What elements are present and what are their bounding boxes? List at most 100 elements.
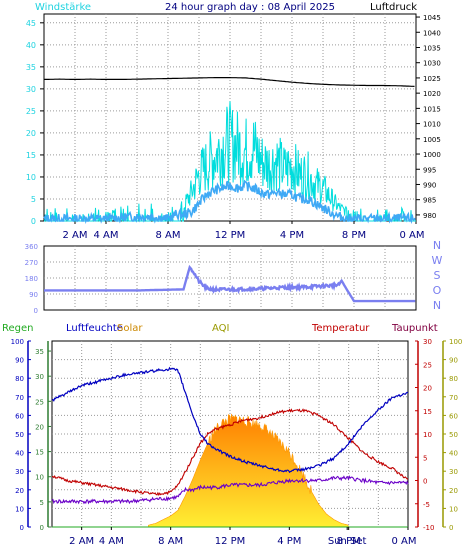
temperature-tick-label: 20 <box>423 385 432 393</box>
y-tick-label: 360 <box>25 243 38 251</box>
panel-temperature-humidity: 010203040506070809010005101520253035-10-… <box>2 323 462 547</box>
y-tick-label: 5 <box>31 195 36 204</box>
y-tick-label: 1040 <box>423 29 441 37</box>
temperature-tick-label: 15 <box>423 408 432 416</box>
legend: Regen Luftfeuchte Solar AQI Temperatur T… <box>2 323 438 334</box>
legend-luftfeuchte: Luftfeuchte <box>66 323 123 334</box>
series-direction <box>44 264 416 303</box>
humidity-tick-label: 20 <box>15 487 24 495</box>
aqi-tick-label: 90 <box>449 357 458 365</box>
aqi-tick-label: 40 <box>449 450 458 458</box>
temperature-tick-label: -10 <box>423 524 434 532</box>
compass-label: S <box>434 269 441 282</box>
y-tick-label: 30 <box>26 85 36 94</box>
compass-label: N <box>433 239 441 252</box>
y-tick-label: 0 <box>31 217 36 226</box>
x-tick-label: 2 AM <box>69 536 94 547</box>
aqi-tick-label: 20 <box>449 487 458 495</box>
series-pressure-line <box>44 77 415 87</box>
x-tick-label: 12 PM <box>215 230 246 241</box>
aqi-tick-label: 50 <box>449 431 458 439</box>
y-tick-label: 35 <box>26 63 36 72</box>
humidity-tick-label: 70 <box>15 394 24 402</box>
legend-solar: Solar <box>117 323 143 334</box>
x-tick-label: 8 PM <box>337 536 361 547</box>
y-ticks-direction: 0 90 180 270 360 <box>25 243 38 315</box>
x-tick-label: Sun Set <box>328 536 367 547</box>
series-solar-area <box>148 413 350 528</box>
chart-title: 24 hour graph day : 08 April 2025 <box>165 2 335 13</box>
y-tick-label: 0 <box>34 307 38 315</box>
x-tick-label: 12 PM <box>215 536 246 547</box>
temperature-tick-label: 25 <box>423 361 432 369</box>
rain-tick-label: 25 <box>35 398 44 406</box>
humidity-tick-label: 50 <box>15 431 24 439</box>
aqi-tick-label: 0 <box>449 524 453 532</box>
y-tick-label: 1035 <box>423 44 441 52</box>
compass-label: N <box>433 299 441 312</box>
y-tick-label: 15 <box>26 151 36 160</box>
y-tick-label: 25 <box>26 107 36 116</box>
rain-tick-label: 35 <box>35 348 44 356</box>
y-tick-label: 1020 <box>423 90 441 98</box>
x-tick-label: 0 AM <box>399 230 424 241</box>
compass-label: O <box>433 284 442 297</box>
y-tick-label: 990 <box>423 181 436 189</box>
y-left-label-wind: Windstärke <box>35 2 91 13</box>
compass-label: W <box>432 254 443 267</box>
humidity-tick-label: 40 <box>15 450 24 458</box>
series-wind <box>43 77 416 225</box>
rain-tick-label: 5 <box>40 499 44 507</box>
humidity-tick-label: 60 <box>15 412 24 420</box>
aqi-tick-label: 100 <box>449 338 462 346</box>
y-tick-label: 1015 <box>423 105 441 113</box>
y-tick-label: 40 <box>26 41 36 50</box>
y-tick-label: 1030 <box>423 60 441 68</box>
x-tick-label: 4 AM <box>93 230 118 241</box>
temperature-tick-label: 0 <box>423 478 427 486</box>
y-tick-label: 20 <box>26 129 36 138</box>
humidity-tick-label: 30 <box>15 468 24 476</box>
grid-wind <box>44 14 416 221</box>
humidity-tick-label: 10 <box>15 505 24 513</box>
y-tick-label: 1025 <box>423 75 441 83</box>
series-temperature-line <box>52 408 409 497</box>
legend-regen: Regen <box>2 323 34 334</box>
y-tick-label: 1005 <box>423 136 441 144</box>
rain-tick-label: 30 <box>35 373 44 381</box>
y-tick-label: 1045 <box>423 14 441 22</box>
x-tick-label: 8 AM <box>155 230 180 241</box>
aqi-tick-label: 10 <box>449 505 458 513</box>
y-tick-label: 90 <box>29 291 38 299</box>
rain-tick-label: 20 <box>35 423 44 431</box>
legend-taupunkt: Taupunkt <box>391 323 438 334</box>
x-tick-label: 0 AM <box>391 536 416 547</box>
y-tick-label: 1000 <box>423 151 441 159</box>
series-climate <box>51 366 409 528</box>
y-tick-label: 1010 <box>423 121 441 129</box>
y-tick-label: 985 <box>423 197 436 205</box>
aqi-tick-label: 60 <box>449 412 458 420</box>
axes-climate: 010203040506070809010005101520253035-10-… <box>11 338 463 532</box>
temperature-tick-label: 10 <box>423 431 432 439</box>
x-tick-label: 4 PM <box>277 536 301 547</box>
humidity-tick-label: 0 <box>20 524 24 532</box>
temperature-tick-label: 5 <box>423 454 427 462</box>
humidity-tick-label: 100 <box>11 338 24 346</box>
y-right-ticks-pressure: 980 985 990 995 1000 1005 1010 1015 1020 1025 1030… <box>416 14 441 220</box>
aqi-tick-label: 70 <box>449 394 458 402</box>
x-tick-label: 4 PM <box>280 230 304 241</box>
y-tick-label: 270 <box>25 259 38 267</box>
x-tick-label: 4 AM <box>99 536 124 547</box>
series-humidity-line <box>51 366 409 474</box>
humidity-tick-label: 80 <box>15 375 24 383</box>
series-wind-direction-line <box>44 264 416 303</box>
grid-direction <box>44 246 416 310</box>
y-tick-label: 10 <box>26 173 36 182</box>
x-tick-label: 2 AM <box>62 230 87 241</box>
y-right-label-pressure: Luftdruck <box>370 2 417 13</box>
rain-tick-label: 10 <box>35 474 44 482</box>
legend-temperatur: Temperatur <box>311 323 370 334</box>
